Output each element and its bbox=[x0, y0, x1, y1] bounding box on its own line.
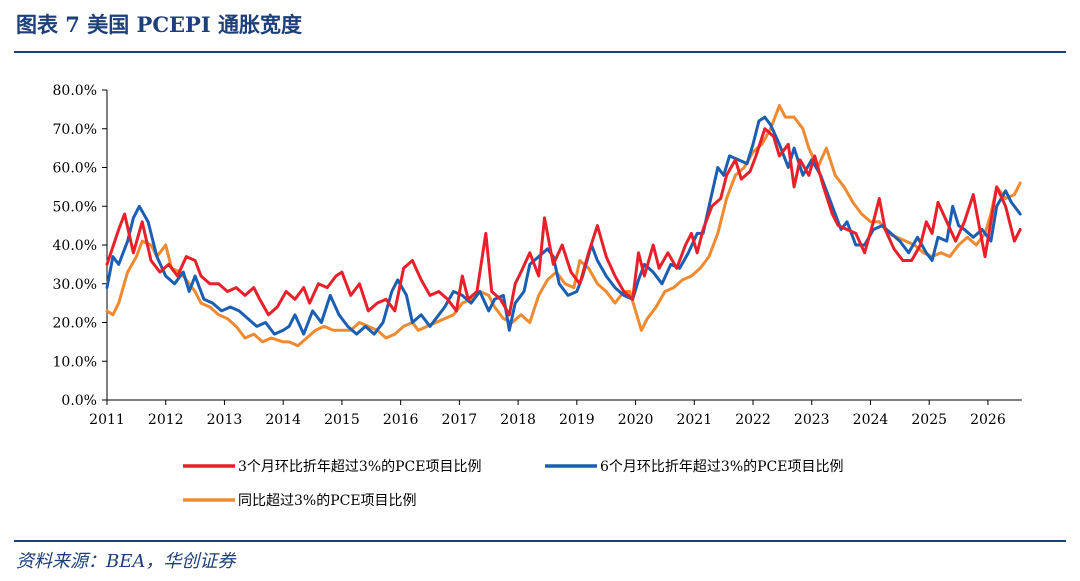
series-line-3 bbox=[105, 104, 1022, 348]
x-tick-label: 2016 bbox=[383, 412, 419, 428]
x-tick-label: 2026 bbox=[970, 412, 1006, 428]
y-tick-label: 10.0% bbox=[53, 354, 97, 370]
x-tick-label: 2018 bbox=[500, 412, 536, 428]
y-tick-label: 0.0% bbox=[61, 393, 97, 409]
y-tick-label: 20.0% bbox=[53, 316, 97, 332]
x-tick-label: 2020 bbox=[618, 412, 654, 428]
y-tick-label: 50.0% bbox=[53, 199, 97, 215]
series-line-1 bbox=[105, 127, 1022, 317]
x-tick-label: 2017 bbox=[442, 412, 478, 428]
x-tick-label: 2012 bbox=[148, 412, 184, 428]
x-tick-label: 2022 bbox=[735, 412, 771, 428]
y-tick-label: 70.0% bbox=[53, 122, 97, 138]
y-tick-label: 30.0% bbox=[53, 277, 97, 293]
legend-label-2: 6个月环比折年超过3%的PCE项目比例 bbox=[600, 459, 843, 475]
y-tick-label: 60.0% bbox=[53, 161, 97, 177]
chart-series bbox=[105, 104, 1022, 348]
chart-axes: 0.0% 10.0% 20.0% 30.0% 40.0% 50.0% 60.0% 70.0% 8… bbox=[53, 83, 1022, 428]
x-tick-label: 2025 bbox=[911, 412, 947, 428]
y-tick-label: 40.0% bbox=[53, 238, 97, 254]
x-tick-label: 2024 bbox=[853, 412, 889, 428]
y-tick-label: 80.0% bbox=[53, 83, 97, 99]
x-tick-label: 2014 bbox=[265, 412, 301, 428]
x-tick-label: 2021 bbox=[676, 412, 712, 428]
bottom-divider bbox=[14, 540, 1066, 542]
x-tick-label: 2019 bbox=[559, 412, 595, 428]
legend-label-3: 同比超过3%的PCE项目比例 bbox=[238, 493, 417, 509]
x-tick-label: 2023 bbox=[794, 412, 830, 428]
x-tick-label: 2011 bbox=[89, 412, 125, 428]
figure-title: 图表 7 美国 PCEPI 通胀宽度 bbox=[16, 12, 302, 37]
source-note: 资料来源：BEA，华创证券 bbox=[16, 551, 236, 572]
top-divider bbox=[14, 51, 1066, 53]
legend-label-1: 3个月环比折年超过3%的PCE项目比例 bbox=[238, 459, 481, 475]
x-tick-label: 2015 bbox=[324, 412, 360, 428]
x-tick-label: 2013 bbox=[207, 412, 243, 428]
chart-legend: 3个月环比折年超过3%的PCE项目比例 6个月环比折年超过3%的PCE项目比例同比… bbox=[183, 459, 843, 509]
